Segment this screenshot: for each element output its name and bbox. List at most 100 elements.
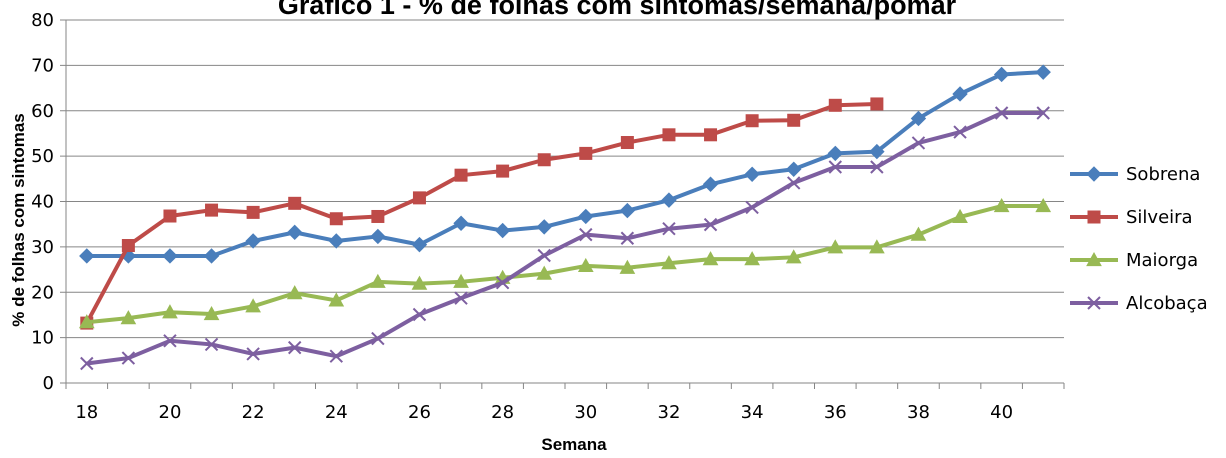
legend-label: Sobrena <box>1126 164 1200 185</box>
data-point <box>661 255 677 270</box>
data-point <box>953 125 967 139</box>
y-tick-label: 30 <box>31 237 54 258</box>
data-point <box>204 337 219 352</box>
data-point-stroke <box>787 176 801 190</box>
data-point-stroke <box>246 347 260 361</box>
data-point <box>993 66 1010 83</box>
data-point <box>994 106 1009 120</box>
data-point <box>828 98 842 112</box>
data-point <box>620 231 635 245</box>
data-point-stroke <box>1036 106 1050 120</box>
data-point-stroke <box>870 160 884 174</box>
data-point <box>952 86 968 102</box>
data-point <box>704 128 718 142</box>
x-tick-label: 30 <box>574 402 597 423</box>
data-point <box>827 239 844 254</box>
series-line <box>86 70 1044 258</box>
x-tick-label: 40 <box>990 402 1013 423</box>
data-point <box>411 275 428 290</box>
data-point-stroke <box>1087 296 1101 310</box>
data-point <box>288 340 302 355</box>
data-point <box>910 226 927 241</box>
data-point <box>702 251 719 266</box>
data-point <box>246 347 260 361</box>
data-point <box>745 200 759 215</box>
data-point <box>328 292 345 307</box>
series-line <box>85 101 877 325</box>
data-point <box>453 215 469 231</box>
legend-label: Silveira <box>1126 207 1193 228</box>
data-point-stroke <box>329 349 343 363</box>
data-point <box>620 136 634 150</box>
data-point <box>329 349 343 363</box>
data-point <box>412 191 426 205</box>
data-point <box>162 304 178 319</box>
data-point <box>536 265 553 280</box>
data-point <box>1087 296 1101 310</box>
data-point <box>910 110 927 127</box>
data-point-stroke <box>412 307 427 322</box>
data-point <box>745 114 759 128</box>
y-tick-label: 0 <box>43 373 54 394</box>
legend-item: Silveira <box>1070 207 1193 228</box>
data-point <box>869 239 885 254</box>
legend-label: Maiorga <box>1126 250 1198 271</box>
data-point <box>578 208 594 225</box>
data-point <box>494 222 511 239</box>
y-tick-label: 70 <box>31 55 54 76</box>
data-point <box>662 128 676 142</box>
data-point <box>744 166 760 182</box>
y-tick-label: 60 <box>31 101 54 122</box>
data-point-stroke <box>620 231 635 245</box>
data-point <box>411 236 428 253</box>
data-point <box>911 136 926 150</box>
data-point <box>245 298 261 313</box>
data-point <box>787 176 801 190</box>
series-alcobaca <box>80 106 1050 371</box>
data-point <box>203 248 220 264</box>
x-tick-label: 18 <box>75 402 98 423</box>
data-point <box>203 306 220 321</box>
data-point <box>702 176 719 192</box>
data-point <box>785 249 802 264</box>
data-point <box>496 164 510 178</box>
data-point <box>1036 106 1050 120</box>
y-tick-label: 10 <box>31 328 54 349</box>
x-tick-label: 28 <box>491 402 514 423</box>
data-point <box>454 168 468 182</box>
data-point-stroke <box>828 160 842 174</box>
data-point <box>744 251 760 266</box>
data-point-stroke <box>662 222 676 236</box>
series-silveira <box>80 97 884 330</box>
data-point <box>1035 198 1052 213</box>
x-tick-label: 34 <box>741 402 764 423</box>
data-point <box>870 160 884 174</box>
data-point <box>869 143 885 160</box>
data-point-stroke <box>454 291 468 305</box>
data-point <box>371 331 385 346</box>
data-point-stroke <box>994 106 1009 120</box>
data-point <box>453 273 469 288</box>
series-maiorga <box>78 198 1052 329</box>
data-point <box>787 113 801 127</box>
data-point <box>454 291 468 305</box>
data-point <box>495 276 510 290</box>
data-point-stroke <box>495 276 510 290</box>
data-point <box>577 257 594 273</box>
data-point <box>246 205 260 219</box>
data-point <box>370 228 386 245</box>
data-point <box>79 248 95 264</box>
legend-item: Maiorga <box>1070 250 1198 271</box>
data-point <box>537 153 551 167</box>
data-point <box>163 334 177 348</box>
data-point <box>619 259 636 274</box>
x-tick-label: 38 <box>907 402 930 423</box>
data-point-stroke <box>703 217 718 232</box>
data-point <box>328 233 344 249</box>
x-tick-label: 20 <box>159 402 182 423</box>
y-tick-label: 80 <box>31 10 54 31</box>
data-point <box>286 285 303 300</box>
series-line <box>86 111 1044 366</box>
data-point <box>412 307 427 322</box>
